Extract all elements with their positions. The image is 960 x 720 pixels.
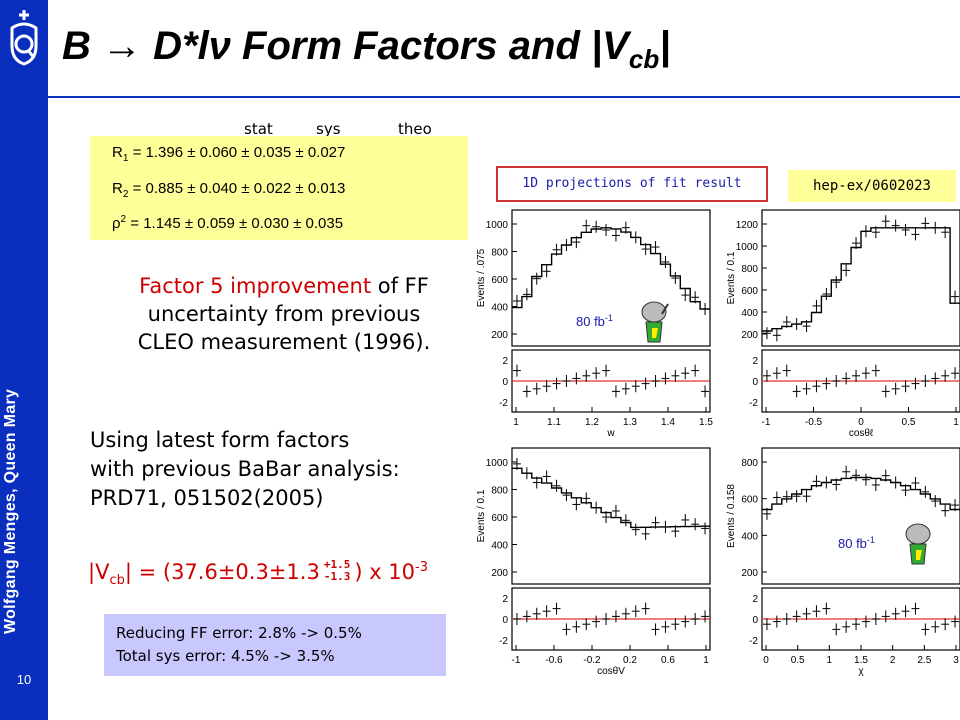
residual-tick-label: 2 — [752, 594, 758, 605]
plot-frame — [511, 209, 711, 347]
x-axis-label: cosθℓ — [849, 428, 874, 439]
y-tick-label: 800 — [741, 458, 758, 469]
y-axis-label: Events / 0.1 — [726, 251, 737, 304]
x-tick-label: 1.5 — [699, 417, 713, 428]
babar-logo-icon — [641, 301, 669, 343]
x-tick-label: 0.5 — [902, 417, 916, 428]
x-tick-label: -0.6 — [545, 655, 563, 666]
y-tick-label: 200 — [741, 568, 758, 579]
plot-frame — [511, 447, 711, 585]
y-tick-label: 1000 — [486, 220, 509, 231]
y-tick-label: 600 — [741, 286, 758, 297]
vcb-result: |Vcb| = (37.6±0.3±1.3 +1.5 -1.3) x 10-3 — [88, 558, 428, 589]
column-theo: theo — [398, 120, 432, 138]
page-number: 10 — [16, 672, 32, 687]
x-tick-label: 1 — [513, 417, 519, 428]
residual-tick-label: 0 — [502, 615, 508, 626]
y-tick-label: 800 — [741, 264, 758, 275]
luminosity-label-top: 80 fb-1 — [576, 313, 613, 329]
babar-logo-icon — [905, 523, 931, 565]
y-tick-label: 1000 — [736, 242, 759, 253]
x-tick-label: 1 — [953, 417, 959, 428]
y-tick-label: 400 — [741, 308, 758, 319]
residual-tick-label: 0 — [752, 377, 758, 388]
y-tick-label: 200 — [741, 330, 758, 341]
x-axis-label: cosθV — [597, 666, 625, 677]
y-tick-label: 600 — [491, 513, 508, 524]
x-tick-label: 1.3 — [623, 417, 637, 428]
y-tick-label: 1000 — [486, 458, 509, 469]
y-tick-label: 400 — [491, 303, 508, 314]
residual-tick-label: -2 — [499, 636, 508, 647]
y-tick-label: 400 — [491, 541, 508, 552]
x-tick-label: 1.4 — [661, 417, 675, 428]
residual-tick-label: -2 — [749, 636, 758, 647]
reference-label: hep-ex/0602023 — [788, 170, 956, 202]
x-tick-label: -0.5 — [805, 417, 823, 428]
x-axis-label: w — [606, 428, 615, 439]
x-tick-label: 0 — [858, 417, 864, 428]
sidebar: Wolfgang Menges, Queen Mary 10 — [0, 0, 48, 720]
x-tick-label: -0.2 — [583, 655, 601, 666]
y-axis-label: Events / 0.1 — [476, 489, 487, 542]
rho2-result: ρ2 = 1.145 ± 0.059 ± 0.030 ± 0.035 — [112, 214, 344, 232]
x-tick-label: 2.5 — [917, 655, 931, 666]
x-tick-label: 3 — [953, 655, 959, 666]
residual-tick-label: 0 — [502, 377, 508, 388]
fit-histogram — [762, 476, 960, 511]
y-tick-label: 600 — [741, 495, 758, 506]
x-tick-label: 2 — [890, 655, 896, 666]
x-tick-label: 1 — [703, 655, 709, 666]
x-tick-label: 1 — [827, 655, 833, 666]
column-sys: sys — [316, 120, 341, 138]
x-tick-label: 0.6 — [661, 655, 675, 666]
fit-histogram — [512, 467, 710, 529]
form-factor-results: R1 = 1.396 ± 0.060 ± 0.035 ± 0.027 R2 = … — [90, 136, 468, 240]
residual-tick-label: 2 — [752, 356, 758, 367]
residual-tick-label: 2 — [502, 356, 508, 367]
y-tick-label: 200 — [491, 568, 508, 579]
luminosity-label-bottom: 80 fb-1 — [838, 535, 875, 551]
queen-mary-crest-icon — [10, 10, 38, 66]
column-stat: stat — [244, 120, 273, 138]
slide-title: B → D*lν Form Factors and |Vcb| — [62, 24, 671, 74]
fit-histogram — [762, 227, 960, 332]
x-tick-label: 1.1 — [547, 417, 561, 428]
x-tick-label: 0 — [763, 655, 769, 666]
y-tick-label: 200 — [491, 330, 508, 341]
r1-result: R1 = 1.396 ± 0.060 ± 0.035 ± 0.027 — [112, 144, 346, 164]
residual-tick-label: -2 — [749, 398, 758, 409]
x-tick-label: 0.5 — [791, 655, 805, 666]
x-tick-label: -1 — [512, 655, 521, 666]
previous-analysis-text: Using latest form factors with previous … — [90, 428, 400, 510]
y-axis-label: Events / .075 — [476, 248, 487, 307]
y-axis-label: Events / 0.158 — [726, 484, 737, 548]
residual-tick-label: -2 — [499, 398, 508, 409]
improvement-text: Factor 5 improvement of FF uncertainty f… — [137, 274, 431, 354]
fit-histogram — [512, 227, 710, 310]
x-tick-label: -1 — [762, 417, 771, 428]
plot-frame — [761, 209, 960, 347]
y-tick-label: 800 — [491, 248, 508, 259]
y-tick-label: 800 — [491, 486, 508, 497]
error-summary-box: Reducing FF error: 2.8% -> 0.5% Total sy… — [104, 614, 446, 676]
residual-tick-label: 2 — [502, 594, 508, 605]
y-tick-label: 1200 — [736, 220, 759, 231]
y-tick-label: 600 — [491, 275, 508, 286]
y-tick-label: 400 — [741, 531, 758, 542]
x-tick-label: 1.5 — [854, 655, 868, 666]
title-divider — [48, 96, 960, 98]
x-tick-label: 0.2 — [623, 655, 637, 666]
projections-label: 1D projections of fit result — [496, 166, 768, 202]
x-axis-label: χ — [858, 666, 864, 677]
plot-frame — [761, 447, 960, 585]
residual-tick-label: 0 — [752, 615, 758, 626]
r2-result: R2 = 0.885 ± 0.040 ± 0.022 ± 0.013 — [112, 180, 346, 200]
x-tick-label: 1.2 — [585, 417, 599, 428]
